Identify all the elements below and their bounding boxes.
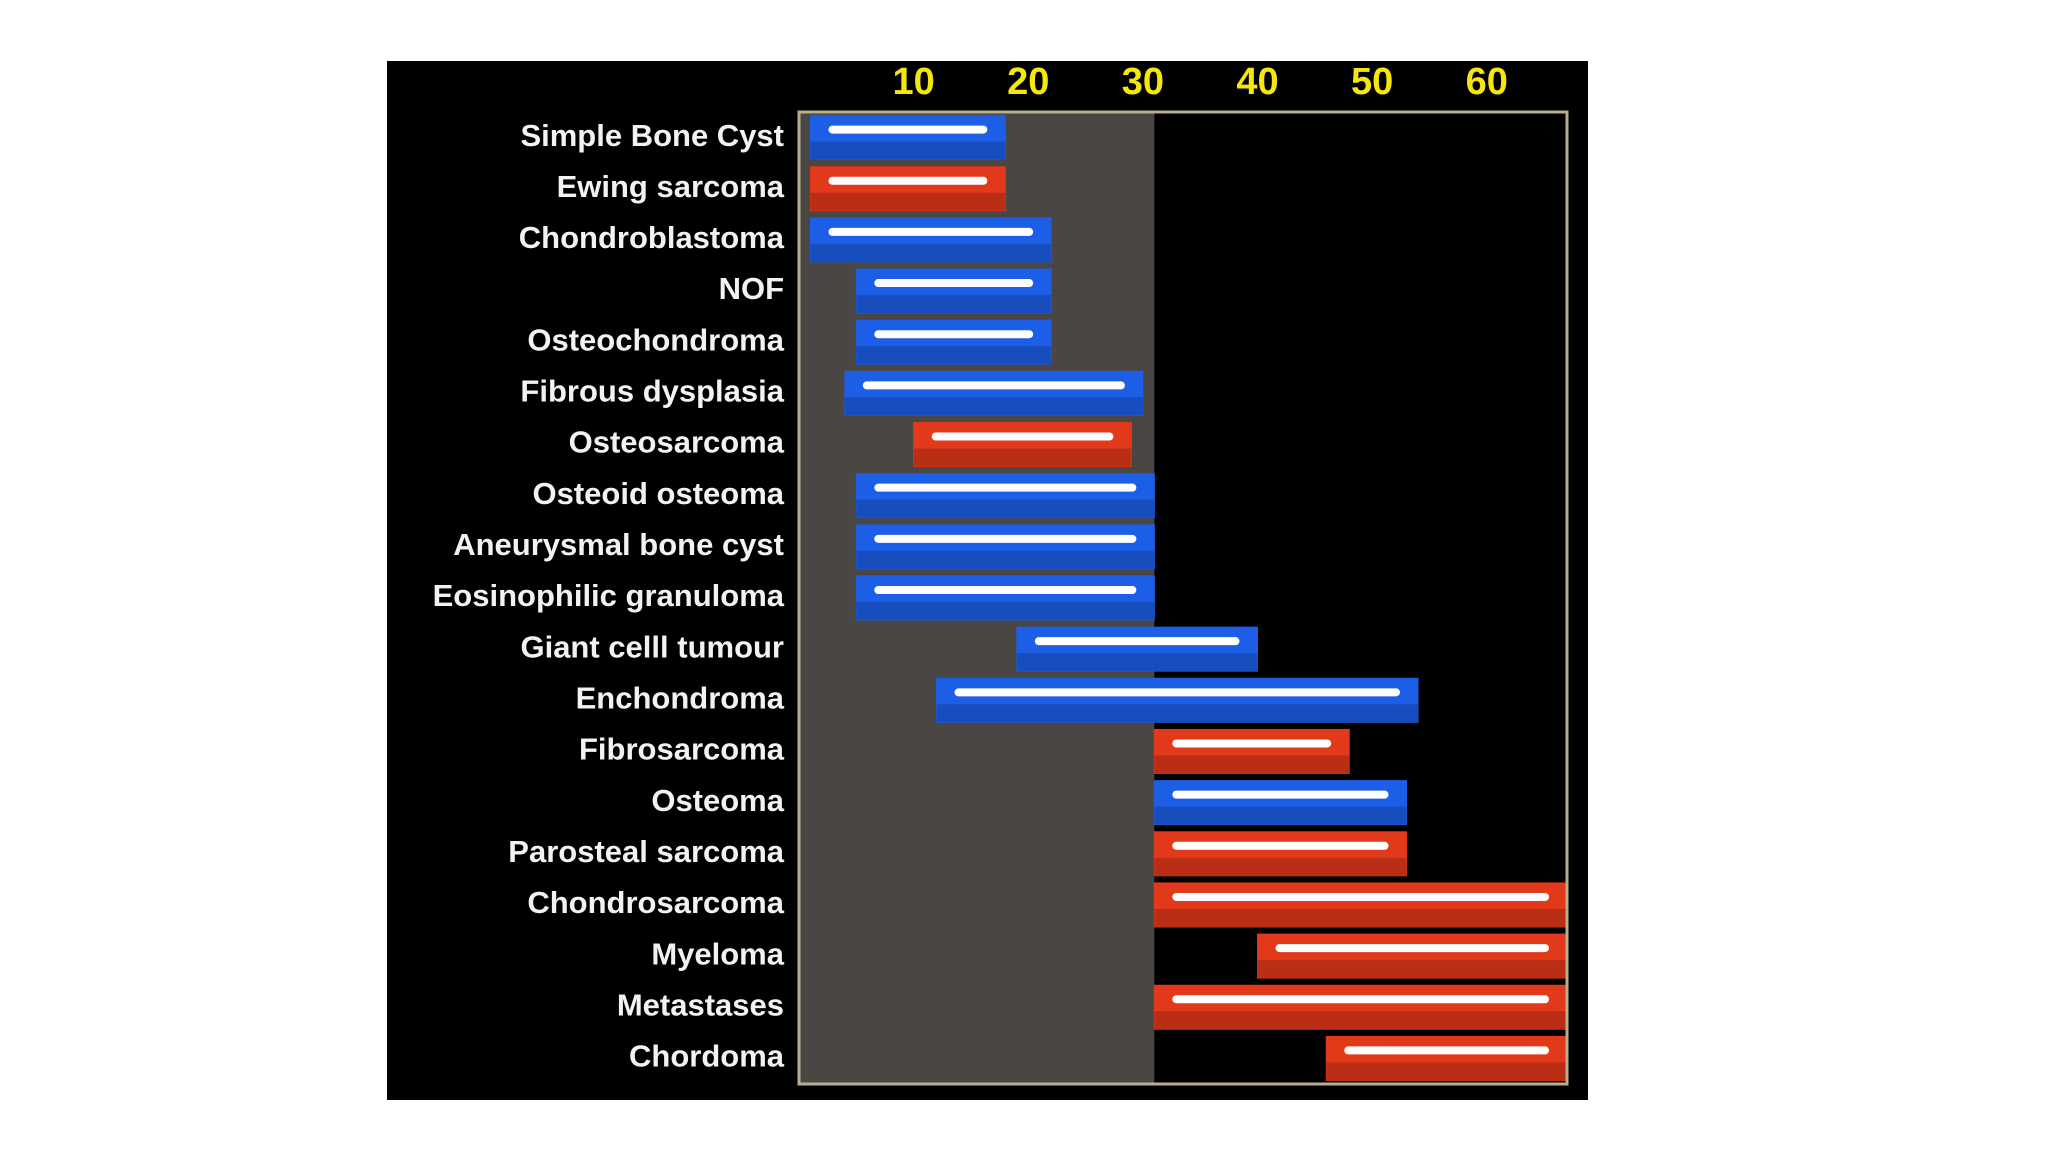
- bar-shade: [1154, 857, 1407, 876]
- bar: [855, 268, 1052, 314]
- y-category-label: Osteosarcoma: [569, 425, 785, 460]
- bar-shade: [1154, 806, 1407, 825]
- y-category-label: Fibrosarcoma: [579, 732, 785, 767]
- bar: [809, 115, 1006, 161]
- x-tick-label: 10: [892, 61, 934, 103]
- y-category-label: Enchondroma: [576, 681, 785, 716]
- bar-shade: [936, 704, 1418, 723]
- bar: [855, 473, 1155, 519]
- bar: [1016, 626, 1259, 672]
- y-category-label: Chondroblastoma: [519, 220, 785, 255]
- bar: [855, 524, 1155, 570]
- bar: [809, 217, 1052, 263]
- bar-shade: [810, 243, 1052, 262]
- y-category-label: Giant celll tumour: [520, 629, 784, 664]
- bar: [809, 166, 1006, 212]
- x-tick-label: 60: [1466, 61, 1508, 103]
- bar: [1257, 933, 1568, 979]
- bar-shade: [856, 602, 1155, 620]
- bar-shade: [856, 550, 1155, 569]
- bar: [855, 319, 1052, 365]
- bar-shade: [1154, 1011, 1567, 1030]
- y-category-label: Chordoma: [629, 1039, 785, 1074]
- bar-shade: [1154, 755, 1350, 774]
- y-category-label: Fibrous dysplasia: [520, 374, 784, 409]
- x-tick-label: 40: [1236, 61, 1278, 103]
- bar: [1153, 831, 1408, 877]
- y-category-label: Eosinophilic granuloma: [433, 578, 785, 613]
- x-tick-label: 30: [1122, 61, 1164, 103]
- bar-shade: [810, 141, 1006, 160]
- bar: [913, 422, 1132, 468]
- plot-area: [799, 112, 1568, 1084]
- y-category-label: Osteoid osteoma: [533, 476, 785, 511]
- bar: [1153, 882, 1568, 928]
- bar: [855, 575, 1155, 621]
- bar-shade: [844, 397, 1143, 416]
- y-category-label: Aneurysmal bone cyst: [453, 527, 784, 562]
- bar-shade: [856, 346, 1052, 365]
- y-category-label: Ewing sarcoma: [557, 169, 785, 204]
- x-tick-label: 20: [1007, 61, 1049, 103]
- bar-shade: [913, 448, 1132, 467]
- bar-shade: [810, 192, 1006, 211]
- y-category-label: Simple Bone Cyst: [520, 118, 784, 153]
- bar-shade: [1016, 653, 1258, 672]
- y-category-label: Metastases: [617, 987, 784, 1022]
- y-category-label: Osteoma: [651, 783, 784, 818]
- bar-shade: [1326, 1062, 1567, 1081]
- y-category-label: Chondrosarcoma: [527, 885, 784, 920]
- y-category-label: Parosteal sarcoma: [508, 834, 784, 869]
- bar-shade: [856, 295, 1052, 314]
- bar: [1153, 728, 1350, 774]
- bar: [1153, 984, 1568, 1030]
- y-category-label: NOF: [719, 271, 784, 306]
- y-category-label: Myeloma: [651, 936, 784, 971]
- bar: [1153, 780, 1408, 826]
- bar-shade: [1154, 908, 1567, 927]
- y-category-label: Osteochondroma: [527, 322, 784, 357]
- plot-frame: [797, 110, 1569, 1086]
- x-tick-label: 50: [1351, 61, 1393, 103]
- bar-shade: [856, 499, 1155, 518]
- bar-shade: [1257, 960, 1567, 979]
- bar: [1325, 1035, 1568, 1081]
- bar: [936, 677, 1419, 723]
- bar: [844, 370, 1144, 416]
